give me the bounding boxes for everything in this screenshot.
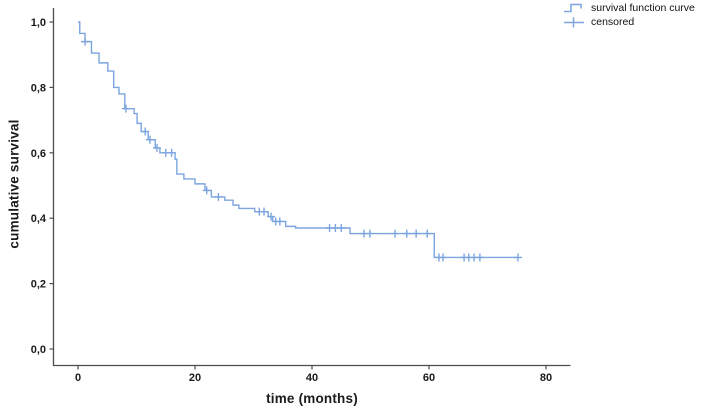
y-tick-label: 1,0 <box>31 17 46 29</box>
survival-function-curve <box>78 21 518 259</box>
x-axis-title: time (months) <box>266 391 358 406</box>
x-tick-label: 60 <box>423 372 435 384</box>
y-tick-label: 0,8 <box>31 82 46 94</box>
x-tick-label: 40 <box>306 372 318 384</box>
chart-legend: survival function curve censored <box>563 1 695 29</box>
x-tick-label: 80 <box>540 372 552 384</box>
legend-item-survival-curve: survival function curve <box>563 1 695 15</box>
step-line-icon <box>564 3 582 12</box>
y-tick-label: 0,6 <box>31 148 46 160</box>
legend-item-censored: censored <box>563 15 695 29</box>
x-tick-label: 0 <box>75 372 81 384</box>
x-tick-label: 20 <box>189 372 201 384</box>
legend-label: censored <box>591 16 635 28</box>
axis-lines <box>52 8 571 367</box>
y-tick-label: 0,4 <box>31 213 47 225</box>
censored-marks <box>81 37 522 262</box>
y-tick-label: 0,0 <box>31 344 46 356</box>
censored-plus-icon <box>564 17 584 27</box>
legend-label: survival function curve <box>591 2 695 14</box>
y-tick-label: 0,2 <box>31 279 46 291</box>
